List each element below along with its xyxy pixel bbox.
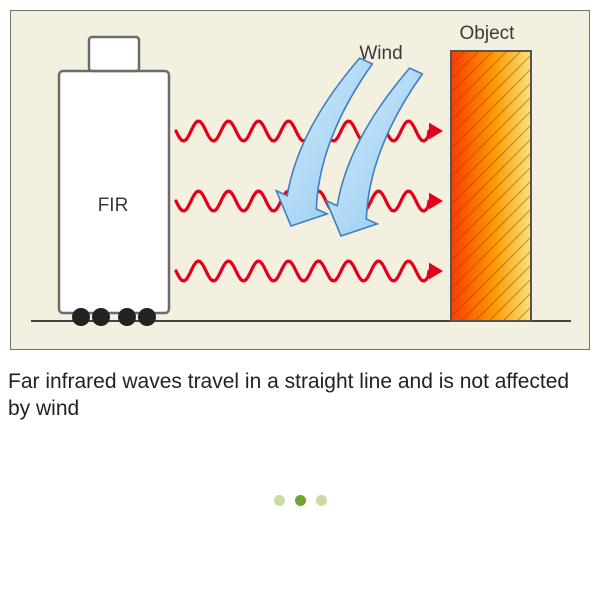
carousel-dot[interactable] [274, 495, 285, 506]
diagram-svg: FIR Wind Object [11, 11, 591, 351]
fir-wave [176, 261, 429, 281]
caption-text: Far infrared waves travel in a straight … [0, 350, 600, 423]
heater-wheel [118, 308, 136, 326]
heater-wheel [92, 308, 110, 326]
heater-body [59, 71, 169, 313]
fir-label: FIR [98, 195, 129, 216]
fir-arrowhead [429, 193, 443, 210]
heater-wheel [72, 308, 90, 326]
carousel-dot[interactable] [295, 495, 306, 506]
fir-arrowhead [429, 123, 443, 140]
object-label: Object [460, 23, 516, 44]
heater-cap [89, 37, 139, 71]
diagram-panel: FIR Wind Object [10, 10, 590, 350]
object-block [451, 51, 531, 321]
carousel-dots [0, 493, 600, 511]
fir-arrowhead [429, 263, 443, 280]
heater-wheel [138, 308, 156, 326]
carousel-dot[interactable] [316, 495, 327, 506]
wind-label: Wind [359, 43, 402, 64]
